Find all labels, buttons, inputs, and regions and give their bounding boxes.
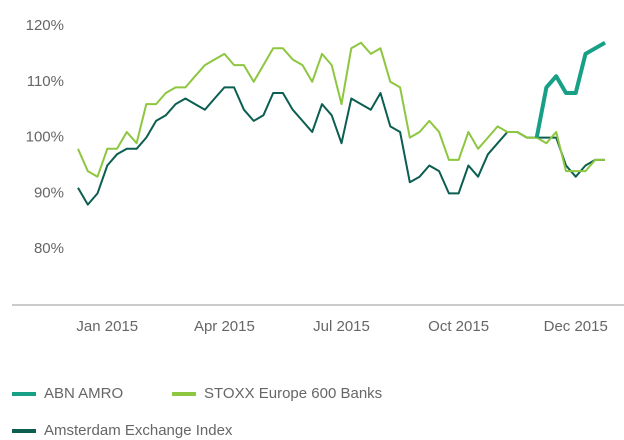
y-tick-label: 90% bbox=[34, 184, 64, 201]
x-tick-label: Oct 2015 bbox=[428, 318, 489, 335]
x-tick-label: Apr 2015 bbox=[194, 318, 255, 335]
x-tick-label: Jan 2015 bbox=[76, 318, 138, 335]
legend-label: STOXX Europe 600 Banks bbox=[204, 385, 382, 402]
y-tick-label: 100% bbox=[26, 129, 64, 146]
y-tick-label: 120% bbox=[26, 17, 64, 34]
y-tick-label: 80% bbox=[34, 240, 64, 257]
y-tick-label: 110% bbox=[27, 73, 64, 90]
series-line bbox=[534, 40, 606, 138]
legend-label: Amsterdam Exchange Index bbox=[44, 422, 233, 439]
x-tick-label: Dec 2015 bbox=[544, 318, 608, 335]
x-tick-label: Jul 2015 bbox=[313, 318, 370, 335]
legend-label: ABN AMRO bbox=[44, 385, 123, 402]
series-line bbox=[77, 41, 605, 178]
